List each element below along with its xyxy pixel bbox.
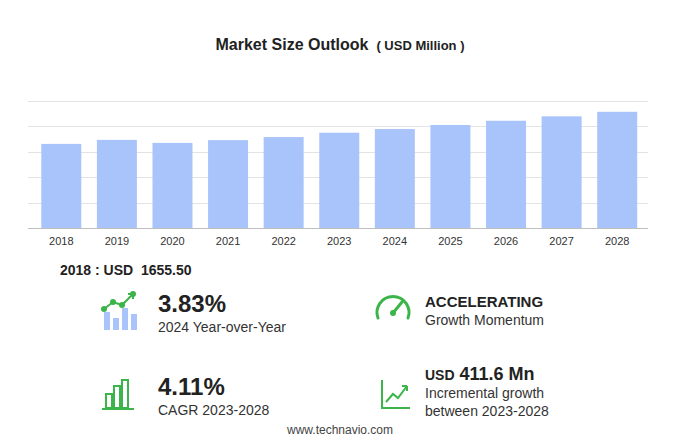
kpi-label: 2024 Year-over-Year bbox=[158, 319, 286, 335]
icon-part bbox=[382, 380, 410, 408]
x-tick-label: 2025 bbox=[438, 235, 462, 247]
bar bbox=[430, 125, 470, 228]
x-tick-label: 2027 bbox=[549, 235, 573, 247]
bars bbox=[41, 112, 637, 228]
icon-part bbox=[390, 310, 396, 316]
kpi-value: 3.83% bbox=[158, 290, 226, 317]
x-tick-label: 2028 bbox=[605, 235, 629, 247]
icon-part bbox=[101, 306, 107, 312]
bar bbox=[597, 112, 637, 228]
icon-part bbox=[114, 386, 120, 408]
icon-part bbox=[402, 386, 407, 391]
chart: Market Size Outlook ( USD Million ) 2018 20… bbox=[0, 0, 680, 440]
icon-part bbox=[122, 380, 128, 408]
icon-part bbox=[377, 296, 409, 318]
icon-part bbox=[104, 294, 133, 309]
icon-part bbox=[131, 314, 137, 330]
icon-part bbox=[102, 408, 134, 410]
kpi-value: ACCELERATING bbox=[425, 293, 543, 310]
subtitle: ( USD Million ) bbox=[376, 38, 464, 53]
bar bbox=[97, 140, 137, 228]
icon-part bbox=[386, 386, 407, 402]
x-tick-label: 2019 bbox=[105, 235, 129, 247]
grid-line bbox=[28, 228, 648, 229]
bar bbox=[486, 121, 526, 228]
kpi-label: Incremental growth bbox=[425, 385, 544, 401]
kpi-value-line: 4.11% bbox=[158, 373, 225, 400]
kpi-value: 411.6 Mn bbox=[460, 364, 535, 384]
kpi-label: between 2023-2028 bbox=[425, 403, 549, 419]
bar bbox=[264, 137, 304, 228]
kpi-label: Growth Momentum bbox=[425, 312, 544, 328]
bar bbox=[319, 133, 359, 228]
kpi-value-line: USD 411.6 Mn bbox=[425, 364, 535, 384]
x-tick-label: 2020 bbox=[160, 235, 184, 247]
bar bbox=[375, 129, 415, 228]
kpi-value-line: ACCELERATING bbox=[425, 293, 543, 310]
bar bbox=[152, 143, 192, 228]
kpi-value-line: 3.83% bbox=[158, 290, 226, 317]
background bbox=[0, 0, 680, 440]
kpi: USD 411.6 MnIncremental growth between 202… bbox=[382, 364, 549, 419]
x-tick-label: 2026 bbox=[494, 235, 518, 247]
x-tick-label: 2024 bbox=[383, 235, 407, 247]
x-tick-label: 2021 bbox=[216, 235, 240, 247]
base-label: 2018 : USD 1655.50 bbox=[60, 262, 192, 278]
kpi: 4.11% CAGR 2023-2028 bbox=[102, 373, 270, 418]
icon-part bbox=[128, 294, 133, 299]
kpi-value: 4.11% bbox=[158, 373, 225, 400]
bar bbox=[41, 144, 81, 228]
title-line: Market Size Outlook ( USD Million ) bbox=[215, 36, 464, 53]
icon-part bbox=[122, 308, 128, 330]
icon-part bbox=[106, 394, 112, 408]
kpi: ACCELERATING Growth Momentum bbox=[377, 293, 544, 328]
kpi-prefix: USD bbox=[425, 367, 455, 383]
x-tick-label: 2018 bbox=[49, 235, 73, 247]
bar bbox=[542, 116, 582, 228]
icon-part bbox=[119, 302, 125, 308]
source: www.technavio.com bbox=[286, 423, 393, 437]
kpi-label: CAGR 2023-2028 bbox=[158, 402, 270, 418]
grid-line bbox=[28, 101, 648, 102]
bar bbox=[208, 140, 248, 228]
icon-part bbox=[113, 318, 119, 330]
x-tick-label: 2023 bbox=[327, 235, 351, 247]
x-tick-label: 2022 bbox=[271, 235, 295, 247]
icon-part bbox=[104, 312, 110, 330]
icon-part bbox=[110, 299, 116, 305]
title: Market Size Outlook bbox=[215, 36, 368, 53]
kpi: 3.83% 2024 Year-over-Year bbox=[101, 290, 286, 335]
